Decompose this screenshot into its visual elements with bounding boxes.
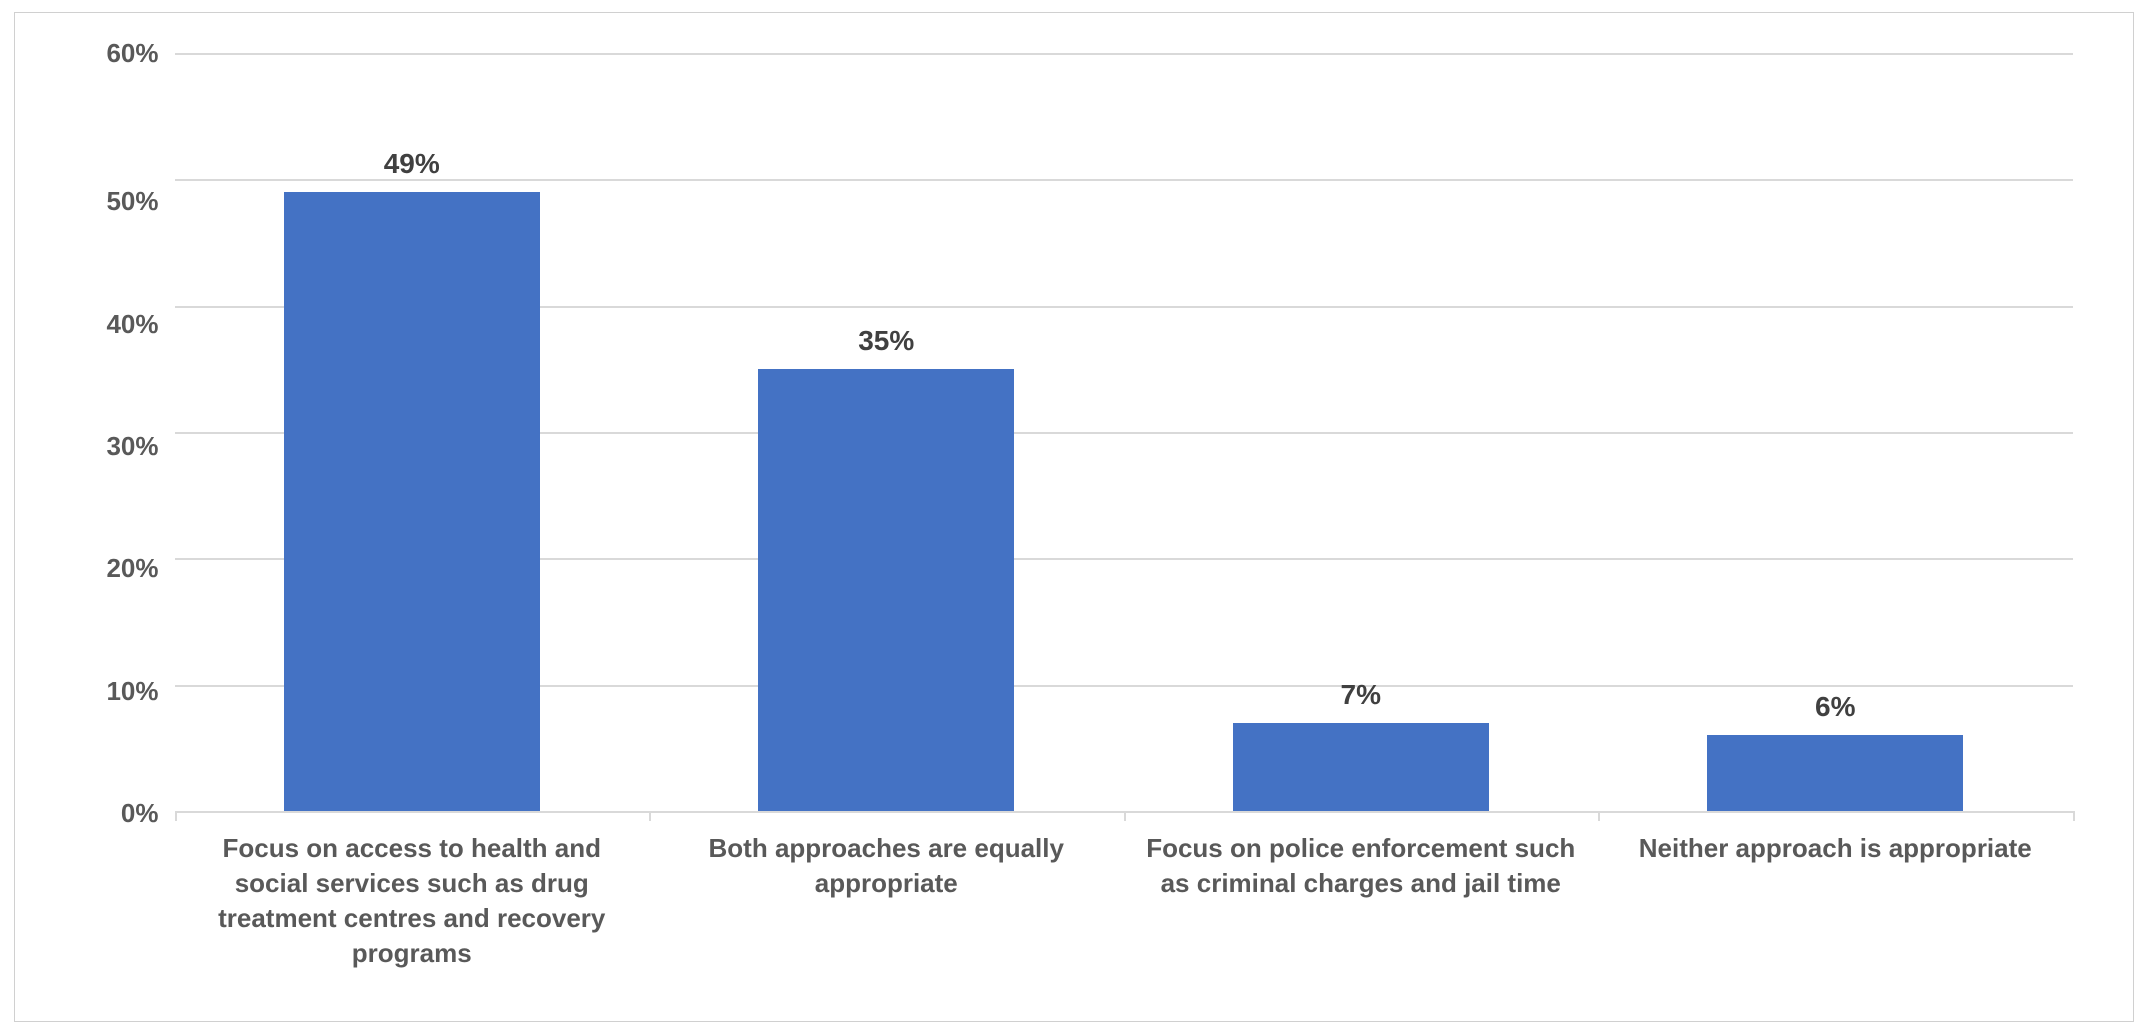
bars-layer: 49% 35% 7% 6% (175, 53, 2073, 811)
bar: 6% (1707, 735, 1963, 811)
x-tick (175, 811, 177, 821)
y-axis: 60% 50% 40% 30% 20% 10% 0% (75, 53, 175, 813)
y-tick-label: 40% (106, 311, 158, 337)
x-category-label: Focus on access to health and social ser… (189, 831, 636, 971)
x-tick (649, 811, 651, 821)
y-tick-label: 50% (106, 188, 158, 214)
x-label-slot: Neither approach is appropriate (1598, 831, 2073, 971)
y-tick-label: 10% (106, 678, 158, 704)
y-tick-label: 30% (106, 433, 158, 459)
x-tick (2073, 811, 2075, 821)
x-category-label: Neither approach is appropriate (1639, 831, 2032, 971)
bar: 35% (758, 369, 1014, 811)
x-label-slot: Both approaches are equally appropriate (649, 831, 1124, 971)
x-label-slot: Focus on access to health and social ser… (175, 831, 650, 971)
bar-slot: 49% (175, 53, 650, 811)
plot-area: 49% 35% 7% 6% (175, 53, 2073, 813)
x-axis: Focus on access to health and social ser… (175, 831, 2073, 971)
bar-value-label: 7% (1341, 679, 1381, 723)
bar-value-label: 49% (384, 148, 440, 192)
chart-container: 60% 50% 40% 30% 20% 10% 0% 49% 35% 7% 6% Fo… (14, 12, 2134, 1022)
x-tick (1598, 811, 1600, 821)
y-tick-label: 0% (121, 800, 159, 826)
bar-slot: 35% (649, 53, 1124, 811)
x-label-slot: Focus on police enforcement such as crim… (1124, 831, 1599, 971)
bar-value-label: 6% (1815, 691, 1855, 735)
bar-slot: 7% (1124, 53, 1599, 811)
chart-body: 60% 50% 40% 30% 20% 10% 0% 49% 35% 7% 6% (75, 53, 2073, 813)
bar-value-label: 35% (858, 325, 914, 369)
y-tick-label: 60% (106, 40, 158, 66)
y-tick-label: 20% (106, 555, 158, 581)
plot-grid: 49% 35% 7% 6% (175, 53, 2073, 813)
x-category-label: Focus on police enforcement such as crim… (1138, 831, 1585, 971)
bar: 7% (1233, 723, 1489, 811)
x-category-label: Both approaches are equally appropriate (663, 831, 1110, 971)
bar: 49% (284, 192, 540, 811)
x-tick (1124, 811, 1126, 821)
bar-slot: 6% (1598, 53, 2073, 811)
